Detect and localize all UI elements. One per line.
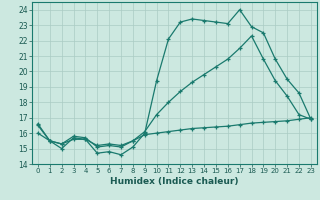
X-axis label: Humidex (Indice chaleur): Humidex (Indice chaleur) xyxy=(110,177,239,186)
